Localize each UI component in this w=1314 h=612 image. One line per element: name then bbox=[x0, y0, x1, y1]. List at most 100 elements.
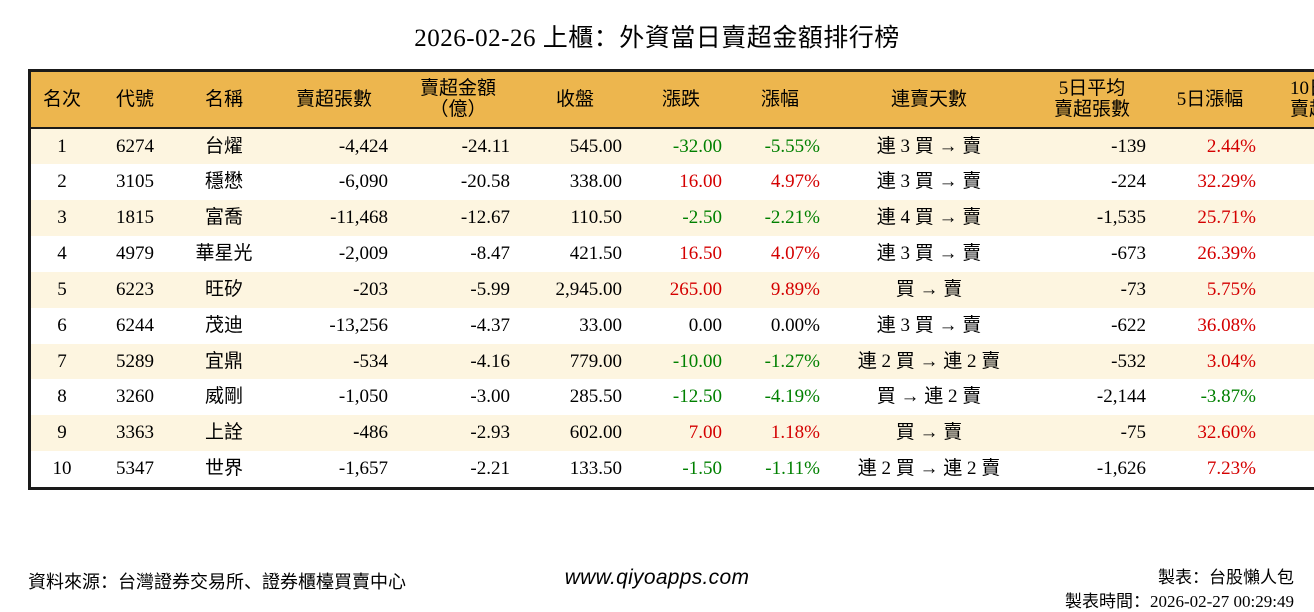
col-header-avg5-lots: 5日平均 賣超張數 bbox=[1029, 70, 1155, 129]
table-row: 1 6274 台燿 -4,424 -24.11 545.00 -32.00 -5.55% 連 3… bbox=[29, 127, 1314, 165]
cell-streak: 連 4 買 → 賣 bbox=[829, 200, 1029, 237]
cell-pct5: 7.23% bbox=[1155, 451, 1265, 489]
cell-close: 33.00 bbox=[519, 307, 631, 344]
col-header-code: 代號 bbox=[93, 70, 177, 129]
cell-close: 110.50 bbox=[519, 200, 631, 237]
cell-name: 茂迪 bbox=[177, 307, 271, 344]
col-header-avg10-lots: 10日平均 賣超張數 bbox=[1265, 70, 1314, 129]
cell-change-pct: 1.18% bbox=[731, 415, 829, 452]
cell-rank: 2 bbox=[29, 164, 93, 201]
cell-streak: 連 3 買 → 賣 bbox=[829, 164, 1029, 201]
cell-avg5-lots: -532 bbox=[1029, 343, 1155, 380]
cell-avg5-lots: -75 bbox=[1029, 415, 1155, 452]
cell-name: 世界 bbox=[177, 451, 271, 489]
cell-code: 6223 bbox=[93, 271, 177, 308]
cell-sell-lots: -4,424 bbox=[271, 127, 397, 165]
col-header-avg10-lots-line1: 10日平均 bbox=[1289, 78, 1314, 99]
cell-avg10-lots: -542 bbox=[1265, 236, 1314, 272]
cell-rank: 7 bbox=[29, 343, 93, 380]
table-body: 1 6274 台燿 -4,424 -24.11 545.00 -32.00 -5.55% 連 3… bbox=[29, 127, 1314, 489]
col-header-sell-amount: 賣超金額 （億） bbox=[397, 70, 519, 129]
cell-sell-amount: -24.11 bbox=[397, 127, 519, 165]
cell-avg5-lots: -224 bbox=[1029, 164, 1155, 201]
cell-sell-amount: -8.47 bbox=[397, 236, 519, 272]
cell-avg5-lots: -1,626 bbox=[1029, 451, 1155, 489]
col-header-sell-amount-line2: （億） bbox=[429, 99, 487, 121]
cell-streak: 買 → 連 2 賣 bbox=[829, 379, 1029, 416]
cell-change: -12.50 bbox=[631, 379, 731, 416]
cell-change-pct: 4.07% bbox=[731, 236, 829, 272]
col-header-change-pct: 漲幅 bbox=[731, 70, 829, 129]
col-header-avg5-lots-line1: 5日平均 bbox=[1058, 78, 1126, 99]
col-header-close: 收盤 bbox=[519, 70, 631, 129]
col-header-streak: 連賣天數 bbox=[829, 70, 1029, 129]
cell-sell-amount: -4.16 bbox=[397, 343, 519, 380]
table-row: 4 4979 華星光 -2,009 -8.47 421.50 16.50 4.07% 連 3 買… bbox=[29, 236, 1314, 272]
footer-maker: 製表：台股懶人包 bbox=[1158, 568, 1294, 587]
cell-change: 16.00 bbox=[631, 164, 731, 201]
cell-avg5-lots: -1,535 bbox=[1029, 200, 1155, 237]
cell-close: 421.50 bbox=[519, 236, 631, 272]
cell-name: 上詮 bbox=[177, 415, 271, 452]
cell-rank: 10 bbox=[29, 451, 93, 489]
cell-change: -1.50 bbox=[631, 451, 731, 489]
col-header-sell-amount-line1: 賣超金額 bbox=[419, 78, 496, 99]
cell-close: 602.00 bbox=[519, 415, 631, 452]
cell-close: 133.50 bbox=[519, 451, 631, 489]
cell-rank: 6 bbox=[29, 307, 93, 344]
cell-close: 545.00 bbox=[519, 127, 631, 165]
cell-sell-lots: -534 bbox=[271, 343, 397, 380]
cell-sell-lots: -203 bbox=[271, 271, 397, 308]
cell-rank: 8 bbox=[29, 379, 93, 416]
cell-rank: 1 bbox=[29, 127, 93, 165]
cell-pct5: 3.04% bbox=[1155, 343, 1265, 380]
cell-avg5-lots: -622 bbox=[1029, 307, 1155, 344]
cell-sell-lots: -6,090 bbox=[271, 164, 397, 201]
table-row: 6 6244 茂迪 -13,256 -4.37 33.00 0.00 0.00% 連 3 買 →… bbox=[29, 307, 1314, 344]
cell-avg5-lots: -2,144 bbox=[1029, 379, 1155, 416]
cell-code: 3105 bbox=[93, 164, 177, 201]
cell-change: 7.00 bbox=[631, 415, 731, 452]
cell-name: 旺矽 bbox=[177, 271, 271, 308]
cell-sell-lots: -1,050 bbox=[271, 379, 397, 416]
cell-streak: 連 3 買 → 賣 bbox=[829, 236, 1029, 272]
cell-avg10-lots: -2,885 bbox=[1265, 200, 1314, 237]
cell-pct5: 2.44% bbox=[1155, 127, 1265, 165]
cell-sell-lots: -13,256 bbox=[271, 307, 397, 344]
cell-change-pct: -1.27% bbox=[731, 343, 829, 380]
cell-change-pct: -5.55% bbox=[731, 127, 829, 165]
table-row: 3 1815 富喬 -11,468 -12.67 110.50 -2.50 -2.21% 連 4… bbox=[29, 200, 1314, 237]
cell-close: 338.00 bbox=[519, 164, 631, 201]
cell-sell-lots: -1,657 bbox=[271, 451, 397, 489]
cell-change: 265.00 bbox=[631, 271, 731, 308]
table-row: 2 3105 穩懋 -6,090 -20.58 338.00 16.00 4.97% 連 3 買… bbox=[29, 164, 1314, 201]
cell-avg10-lots: -237 bbox=[1265, 415, 1314, 452]
cell-code: 5289 bbox=[93, 343, 177, 380]
table-row: 8 3260 威剛 -1,050 -3.00 285.50 -12.50 -4.19% 買 → … bbox=[29, 379, 1314, 416]
cell-avg5-lots: -73 bbox=[1029, 271, 1155, 308]
cell-change-pct: 0.00% bbox=[731, 307, 829, 344]
cell-pct5: 26.39% bbox=[1155, 236, 1265, 272]
cell-pct5: 36.08% bbox=[1155, 307, 1265, 344]
cell-name: 穩懋 bbox=[177, 164, 271, 201]
cell-streak: 買 → 賣 bbox=[829, 415, 1029, 452]
cell-streak: 連 3 買 → 賣 bbox=[829, 127, 1029, 165]
cell-avg5-lots: -673 bbox=[1029, 236, 1155, 272]
cell-rank: 9 bbox=[29, 415, 93, 452]
cell-avg10-lots: -1,083 bbox=[1265, 164, 1314, 201]
col-header-avg5-lots-line2: 賣超張數 bbox=[1053, 99, 1130, 121]
cell-avg10-lots: -1,799 bbox=[1265, 379, 1314, 416]
cell-change-pct: 9.89% bbox=[731, 271, 829, 308]
cell-change: -10.00 bbox=[631, 343, 731, 380]
cell-change: 16.50 bbox=[631, 236, 731, 272]
cell-code: 1815 bbox=[93, 200, 177, 237]
cell-code: 6274 bbox=[93, 127, 177, 165]
cell-avg10-lots: -503 bbox=[1265, 343, 1314, 380]
table-row: 10 5347 世界 -1,657 -2.21 133.50 -1.50 -1.11% 連 2 … bbox=[29, 451, 1314, 489]
cell-sell-amount: -4.37 bbox=[397, 307, 519, 344]
cell-change-pct: -4.19% bbox=[731, 379, 829, 416]
footer-data-source: 資料來源：台灣證券交易所、證券櫃檯買賣中心 bbox=[28, 572, 406, 592]
cell-name: 華星光 bbox=[177, 236, 271, 272]
cell-sell-lots: -11,468 bbox=[271, 200, 397, 237]
